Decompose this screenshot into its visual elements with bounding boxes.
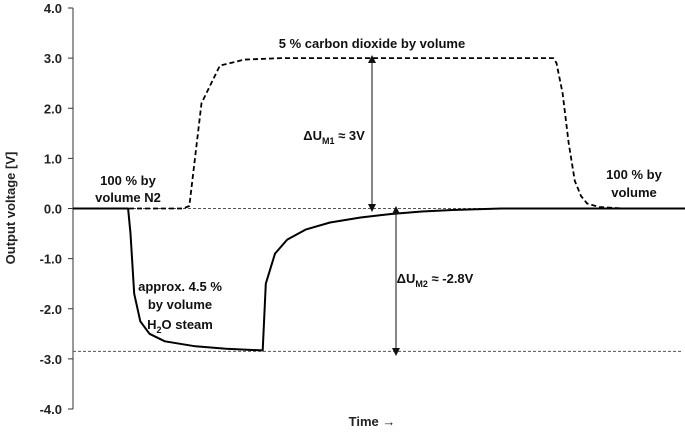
h2o-rest: O steam [162, 317, 213, 332]
h2o-subscript: 2 [157, 325, 162, 335]
h2o-annotation-line2: by volume [148, 297, 212, 312]
h2o-solid-series-line [73, 207, 685, 352]
x-axis-title: Time → [349, 414, 396, 429]
du2-main: ΔU [397, 271, 416, 286]
n2-left-annotation-line1: 100 % by [100, 173, 156, 188]
right-annotation-line1: 100 % by [606, 167, 662, 182]
y-tick-label: -3.0 [40, 352, 62, 367]
du2-subscript: M2 [415, 279, 428, 289]
du1-rest: ≈ 3V [334, 128, 365, 143]
h2o-annotation-line1: approx. 4.5 % [138, 279, 222, 294]
du2-rest: ≈ -2.8V [428, 271, 474, 286]
co2-dashed-series-line [73, 57, 685, 210]
delta-u-m1-label: ΔUM1 ≈ 3V [303, 128, 365, 146]
y-tick-label: -4.0 [40, 402, 62, 417]
y-tick-label: -1.0 [40, 252, 62, 267]
y-tick-label: 3.0 [44, 51, 62, 66]
du1-subscript: M1 [322, 136, 335, 146]
y-tick-label: 4.0 [44, 1, 62, 16]
h2o-h: H [147, 317, 156, 332]
y-axis-ticks: 4.0 3.0 2.0 1.0 0.0 -1.0 -2.0 -3.0 -4.0 [40, 1, 73, 417]
du1-main: ΔU [303, 128, 322, 143]
co2-annotation: 5 % carbon dioxide by volume [279, 36, 465, 51]
y-axis-title: Output voltage [V] [3, 152, 18, 265]
y-tick-label: 1.0 [44, 151, 62, 166]
delta-u-m2-label: ΔUM2 ≈ -2.8V [397, 271, 474, 289]
y-tick-label: 2.0 [44, 101, 62, 116]
h2o-annotation-line3: H2O steam [147, 317, 213, 335]
y-tick-label: -2.0 [40, 302, 62, 317]
right-annotation-line2: volume [611, 185, 657, 200]
y-tick-label: 0.0 [44, 202, 62, 217]
series-lines [73, 57, 685, 352]
n2-left-annotation-line2: volume N2 [95, 190, 161, 205]
